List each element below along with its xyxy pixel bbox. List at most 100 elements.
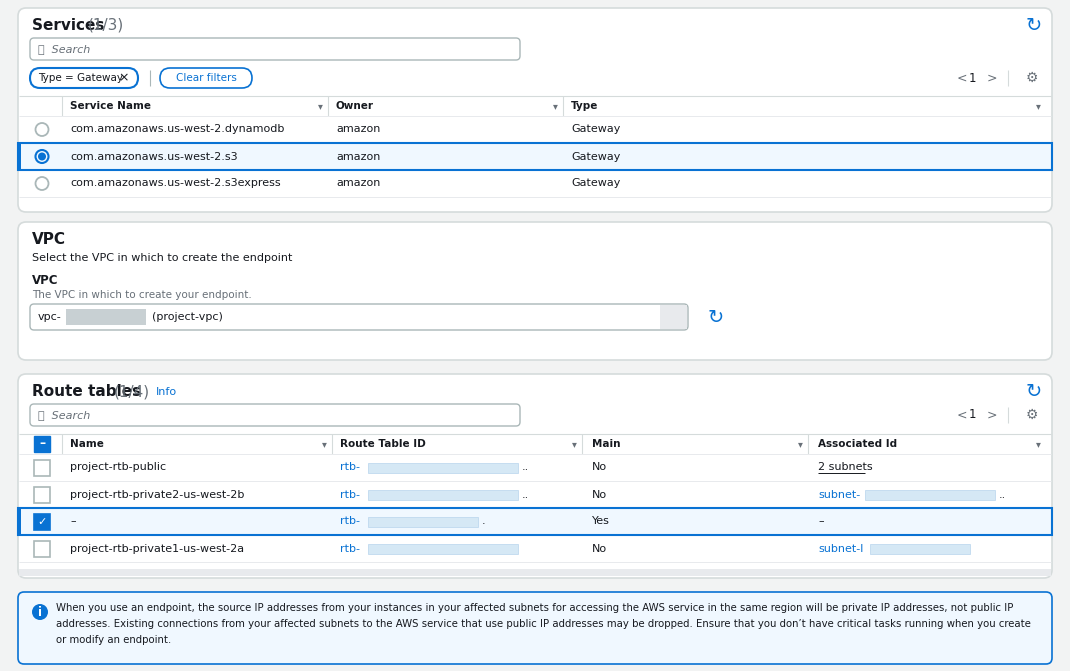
Text: Yes: Yes (592, 517, 610, 527)
Text: When you use an endpoint, the source IP addresses from your instances in your af: When you use an endpoint, the source IP … (56, 603, 1013, 613)
Bar (865, 490, 994, 499)
Bar (34, 460, 50, 476)
Text: <: < (957, 409, 967, 421)
Bar (368, 544, 518, 554)
Text: subnet-l: subnet-l (817, 544, 863, 554)
Text: ✓: ✓ (37, 517, 47, 527)
Text: ▾: ▾ (552, 101, 557, 111)
Text: ↻: ↻ (708, 307, 724, 327)
FancyBboxPatch shape (18, 592, 1052, 664)
Text: ↻: ↻ (1026, 15, 1042, 34)
Circle shape (39, 152, 46, 160)
Text: ↻: ↻ (1026, 382, 1042, 401)
Text: amazon: amazon (336, 125, 380, 134)
Text: –: – (817, 517, 824, 527)
FancyBboxPatch shape (30, 38, 520, 60)
Bar (870, 544, 970, 554)
Text: rtb-: rtb- (340, 544, 360, 554)
Text: rtb-: rtb- (340, 462, 360, 472)
Text: Service Name: Service Name (70, 101, 151, 111)
Text: ▼: ▼ (670, 312, 677, 322)
FancyBboxPatch shape (160, 68, 253, 88)
Text: ▾: ▾ (1036, 101, 1040, 111)
Text: ▾: ▾ (797, 439, 802, 449)
Text: >: > (987, 409, 997, 421)
Text: com.amazonaws.us-west-2.s3express: com.amazonaws.us-west-2.s3express (70, 178, 280, 189)
FancyBboxPatch shape (30, 304, 688, 330)
Text: ▾: ▾ (1036, 439, 1040, 449)
Text: 🔍  Search: 🔍 Search (39, 410, 90, 420)
Text: com.amazonaws.us-west-2.dynamodb: com.amazonaws.us-west-2.dynamodb (70, 125, 285, 134)
Text: .: . (482, 517, 486, 527)
Text: The VPC in which to create your endpoint.: The VPC in which to create your endpoint… (32, 290, 251, 300)
Bar (34, 513, 50, 529)
Text: (1/4): (1/4) (114, 384, 150, 399)
Text: 1: 1 (968, 409, 976, 421)
Text: amazon: amazon (336, 178, 380, 189)
Text: rtb-: rtb- (340, 490, 360, 499)
Text: 1: 1 (968, 72, 976, 85)
Bar (368, 517, 478, 527)
Text: project-rtb-private2-us-west-2b: project-rtb-private2-us-west-2b (70, 490, 244, 499)
FancyBboxPatch shape (18, 222, 1052, 360)
FancyBboxPatch shape (18, 8, 1052, 212)
Text: ..: .. (522, 462, 530, 472)
Bar (18, 143, 21, 170)
Text: Select the VPC in which to create the endpoint: Select the VPC in which to create the en… (32, 253, 292, 263)
FancyBboxPatch shape (18, 374, 1052, 578)
Bar (660, 305, 687, 329)
FancyBboxPatch shape (30, 404, 520, 426)
Bar (19, 569, 1051, 576)
Text: Route tables: Route tables (32, 384, 147, 399)
Text: –: – (70, 517, 76, 527)
Bar (18, 143, 1052, 170)
FancyBboxPatch shape (30, 68, 138, 88)
Bar (18, 508, 1052, 535)
Text: ▾: ▾ (318, 101, 322, 111)
Text: ..: .. (998, 490, 1006, 499)
Text: Services: Services (32, 17, 109, 32)
Text: Type: Type (571, 101, 598, 111)
Bar (368, 490, 518, 499)
Text: project-rtb-private1-us-west-2a: project-rtb-private1-us-west-2a (70, 544, 244, 554)
Text: vpc-: vpc- (39, 312, 62, 322)
Bar (34, 541, 50, 556)
Bar (34, 436, 50, 452)
Text: Name: Name (70, 439, 104, 449)
Circle shape (32, 604, 48, 620)
Text: Clear filters: Clear filters (175, 73, 236, 83)
Text: Gateway: Gateway (571, 125, 621, 134)
Text: VPC: VPC (32, 274, 59, 287)
Text: or modify an endpoint.: or modify an endpoint. (56, 635, 171, 645)
Text: Gateway: Gateway (571, 178, 621, 189)
Text: amazon: amazon (336, 152, 380, 162)
Text: >: > (987, 72, 997, 85)
Text: Info: Info (156, 387, 178, 397)
Text: ⚙: ⚙ (1026, 408, 1038, 422)
Text: ▾: ▾ (322, 439, 326, 449)
Text: Main: Main (592, 439, 621, 449)
Text: addresses. Existing connections from your affected subnets to the AWS service th: addresses. Existing connections from you… (56, 619, 1030, 629)
Bar (18, 508, 21, 535)
Text: Gateway: Gateway (571, 152, 621, 162)
Text: (1/3): (1/3) (88, 17, 124, 32)
Text: Associated Id: Associated Id (817, 439, 897, 449)
Text: ×: × (119, 72, 129, 85)
Bar (66, 309, 146, 325)
Text: 🔍  Search: 🔍 Search (39, 44, 90, 54)
Text: Type = Gateway: Type = Gateway (39, 73, 123, 83)
Text: Route Table ID: Route Table ID (340, 439, 426, 449)
Text: com.amazonaws.us-west-2.s3: com.amazonaws.us-west-2.s3 (70, 152, 238, 162)
Text: ..: .. (522, 490, 530, 499)
Text: ▾: ▾ (571, 439, 577, 449)
Text: –: – (39, 437, 45, 450)
Text: No: No (592, 490, 607, 499)
Bar (21, 143, 1051, 170)
Bar (21, 508, 1051, 535)
Text: Owner: Owner (336, 101, 374, 111)
Bar (368, 462, 518, 472)
Text: (project-vpc): (project-vpc) (152, 312, 223, 322)
Text: project-rtb-public: project-rtb-public (70, 462, 166, 472)
Text: rtb-: rtb- (340, 517, 360, 527)
Text: <: < (957, 72, 967, 85)
